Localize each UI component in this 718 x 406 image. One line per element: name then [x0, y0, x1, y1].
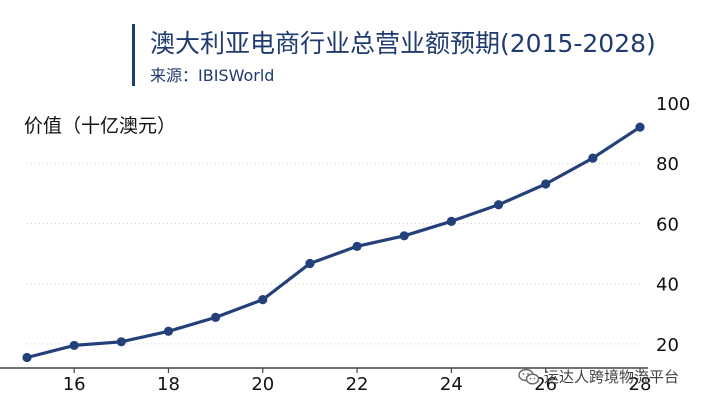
series-line: [25, 125, 642, 360]
x-tick-labels: 16 18 20 22 24 26 28: [63, 374, 652, 395]
data-point-24: [446, 216, 456, 226]
y-tick-label-60: 60: [656, 214, 679, 235]
chart-title: 澳大利亚电商行业总营业额预期(2015-2028): [150, 29, 656, 58]
x-tick-label-28: 28: [629, 374, 652, 395]
data-point-15: [22, 352, 32, 363]
y-tick-label-80: 80: [656, 154, 679, 175]
x-tick-label-26: 26: [534, 374, 557, 395]
data-point-27: [588, 153, 598, 163]
x-tick-label-22: 22: [346, 374, 369, 395]
data-point-23: [399, 231, 409, 241]
data-point-25: [493, 200, 504, 210]
watermark-text: 运达人跨境物流平台: [544, 368, 680, 386]
x-tick-label-20: 20: [251, 374, 274, 395]
chart-source: 来源：IBISWorld: [150, 66, 275, 85]
x-tick-label-16: 16: [63, 374, 86, 395]
title-accent-bar: [132, 24, 135, 86]
data-point-19: [211, 312, 221, 323]
y-tick-label-20: 20: [656, 335, 679, 356]
data-point-18: [163, 326, 174, 336]
y-tick-label-40: 40: [656, 275, 679, 296]
data-point-28: [635, 122, 645, 132]
watermark: 运达人跨境物流平台: [518, 366, 679, 387]
data-point-20: [258, 295, 268, 305]
y-tick-labels: 20 40 60 80 100: [656, 94, 690, 356]
data-point-21: [305, 258, 315, 269]
axes: [0, 367, 648, 373]
series-layer: [22, 122, 645, 363]
data-point-22: [352, 241, 362, 251]
wechat-icon: [518, 368, 540, 386]
y-axis-label: 价值（十亿澳元）: [24, 115, 177, 137]
data-point-17: [116, 337, 126, 347]
x-tick-label-24: 24: [440, 374, 463, 395]
y-tick-label-100: 100: [656, 94, 690, 115]
data-point-16: [69, 340, 79, 351]
data-point-26: [541, 179, 551, 189]
x-tick-label-18: 18: [157, 374, 180, 395]
